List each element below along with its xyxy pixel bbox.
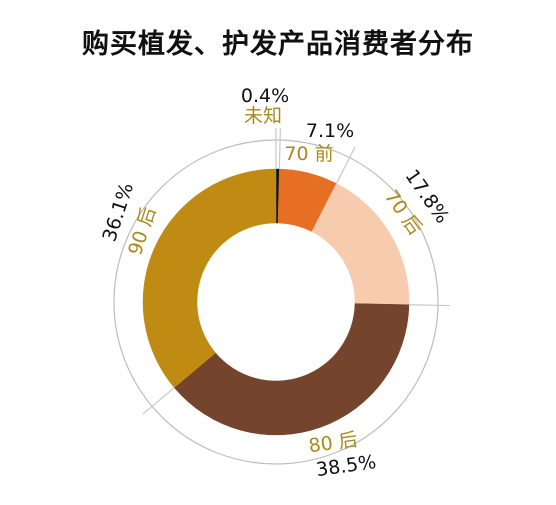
- separator-line: [278, 128, 281, 170]
- category-label-pre70: 70 前: [284, 143, 333, 165]
- separator-line: [142, 387, 175, 415]
- pct-label-pre70: 7.1%: [306, 120, 354, 142]
- slice-post90: [142, 168, 277, 389]
- category-label-post80: 80 后: [307, 429, 359, 458]
- category-label-unknown: 未知: [244, 105, 282, 127]
- pct-label-unknown: 0.4%: [241, 85, 289, 107]
- separator-line: [408, 304, 450, 307]
- slice-post80: [173, 303, 410, 436]
- pct-label-post80: 38.5%: [315, 451, 378, 481]
- separator-line: [335, 146, 356, 184]
- chart-title: 购买植发、护发产品消费者分布: [82, 29, 474, 60]
